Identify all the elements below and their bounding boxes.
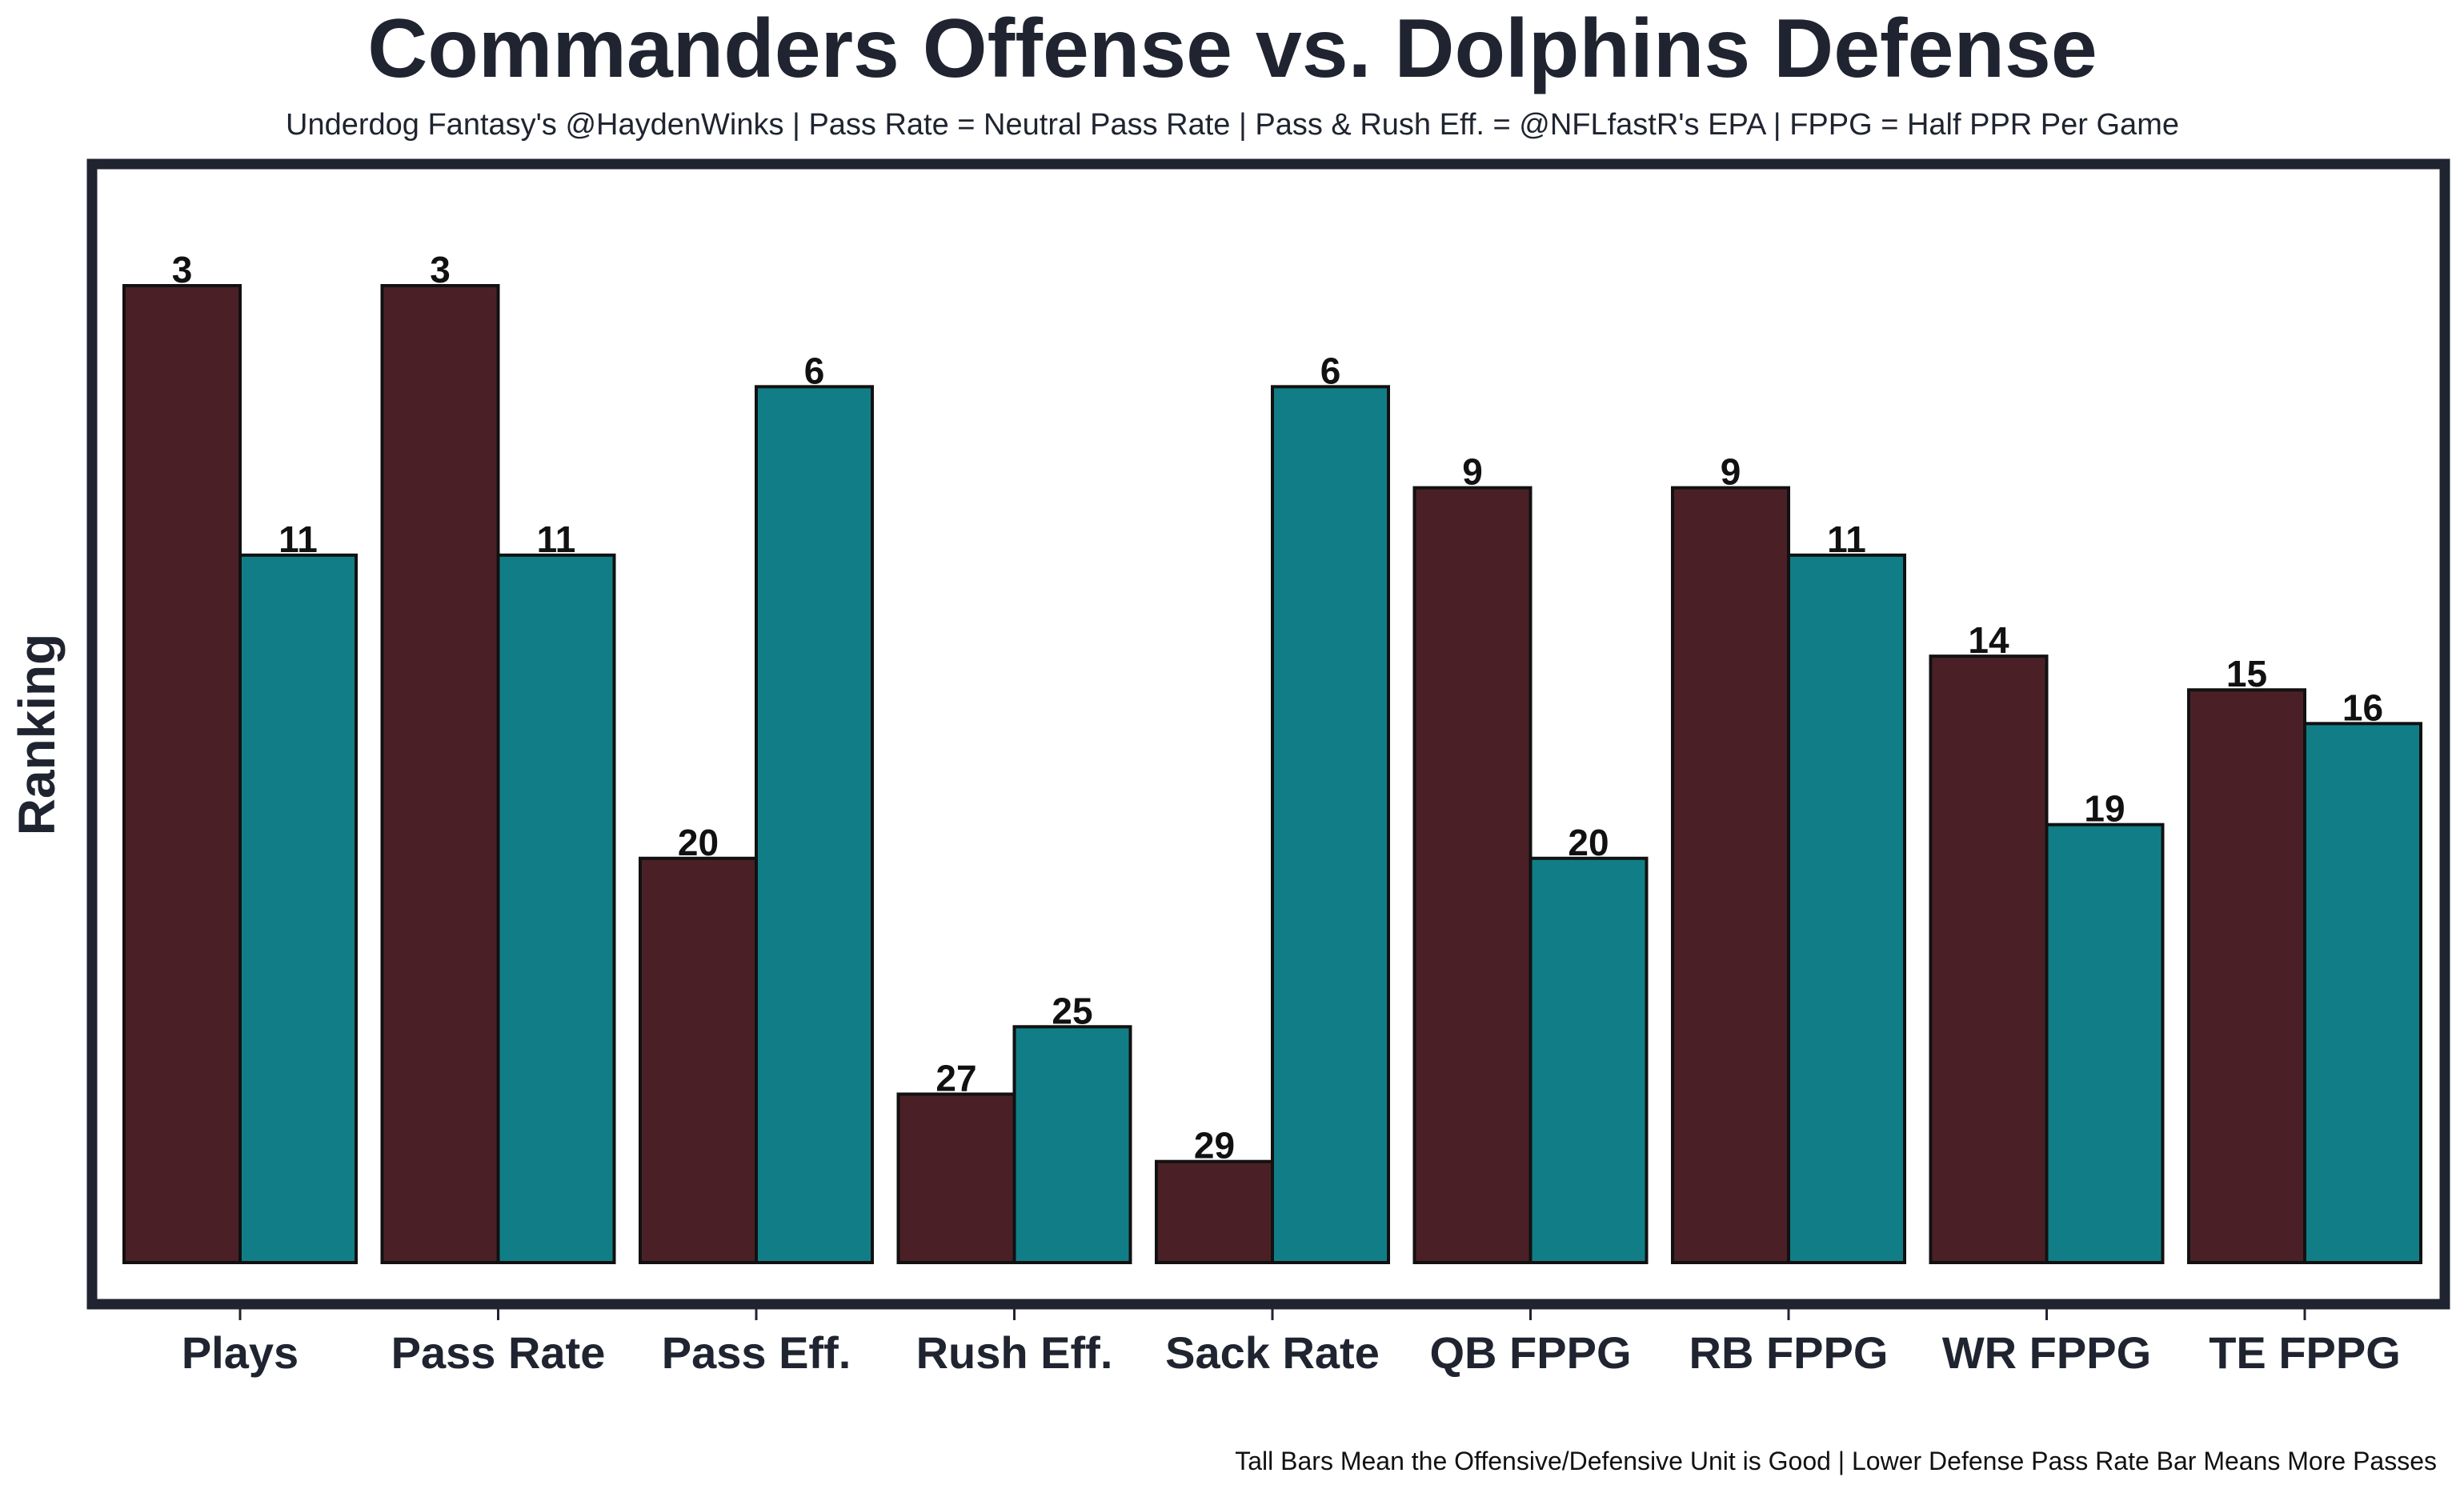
chart-title: Commanders Offense vs. Dolphins Defense: [367, 2, 2097, 95]
value-label-series1-8: 14: [1968, 619, 2009, 661]
value-label-series2-6: 20: [1568, 822, 1609, 863]
bar-series1-4: [896, 1092, 1016, 1265]
x-tick-label-6: QB FPPG: [1429, 1327, 1631, 1378]
bar-series2-2: [496, 553, 616, 1264]
value-label-series2-1: 11: [278, 518, 318, 560]
plot-frame: [86, 158, 2450, 1310]
bar-series1-5: [1155, 1159, 1274, 1265]
value-label-series2-4: 25: [1052, 990, 1092, 1031]
bar-series2-6: [1528, 856, 1649, 1265]
bar-series2-4: [1012, 1025, 1132, 1265]
value-label-series2-7: 11: [1827, 518, 1866, 560]
value-label-series2-8: 19: [2084, 788, 2125, 830]
x-tick-label-5: Sack Rate: [1165, 1327, 1380, 1378]
value-label-series2-5: 6: [1320, 350, 1341, 391]
value-label-series1-9: 15: [2226, 653, 2267, 694]
bar-series2-5: [1271, 385, 1390, 1265]
value-label-series2-2: 11: [537, 518, 576, 560]
value-labels-layer: 3 11 3 11 20 6 27 25 29 6 9 20 9 11 14 19 15 16: [172, 249, 2383, 1167]
bar-series2-7: [1787, 553, 1906, 1264]
value-label-series1-6: 9: [1462, 451, 1483, 493]
value-label-series1-3: 20: [678, 822, 719, 863]
value-label-series2-3: 6: [804, 350, 825, 391]
y-axis-label: Ranking: [8, 634, 66, 835]
x-tick-label-3: Pass Eff.: [662, 1327, 851, 1378]
chart-subtitle: Underdog Fantasy's @HaydenWinks | Pass R…: [286, 108, 2179, 142]
x-tick-label-8: WR FPPG: [1942, 1327, 2151, 1378]
bar-series1-2: [380, 284, 500, 1264]
value-label-series1-2: 3: [430, 249, 451, 290]
bar-series1-6: [1412, 486, 1532, 1264]
x-tick-label-1: Plays: [182, 1327, 298, 1378]
chart-footer: Tall Bars Mean the Offensive/Defensive U…: [1235, 1447, 2437, 1475]
bar-series2-3: [755, 385, 874, 1265]
value-label-series1-1: 3: [172, 249, 193, 290]
bar-series2-1: [238, 553, 358, 1264]
x-tick-label-4: Rush Eff.: [916, 1327, 1113, 1378]
bar-series1-3: [639, 856, 758, 1265]
x-tick-label-2: Pass Rate: [391, 1327, 606, 1378]
value-label-series2-9: 16: [2342, 686, 2383, 728]
x-ticks-layer: Plays Pass Rate Pass Eff. Rush Eff. Sack Rat…: [182, 1309, 2401, 1378]
x-tick-label-7: RB FPPG: [1689, 1327, 1889, 1378]
value-label-series1-5: 29: [1194, 1125, 1235, 1167]
value-label-series1-4: 27: [936, 1057, 976, 1099]
x-tick-label-9: TE FPPG: [2209, 1327, 2401, 1378]
bar-series2-9: [2303, 722, 2422, 1264]
bar-series1-7: [1671, 486, 1790, 1264]
bar-series2-8: [2045, 823, 2165, 1264]
value-label-series1-7: 9: [1721, 451, 1741, 493]
bar-series1-9: [2187, 688, 2306, 1264]
bar-series1-8: [1929, 654, 2049, 1264]
bars-layer: [122, 284, 2422, 1265]
bar-series1-1: [122, 284, 242, 1264]
